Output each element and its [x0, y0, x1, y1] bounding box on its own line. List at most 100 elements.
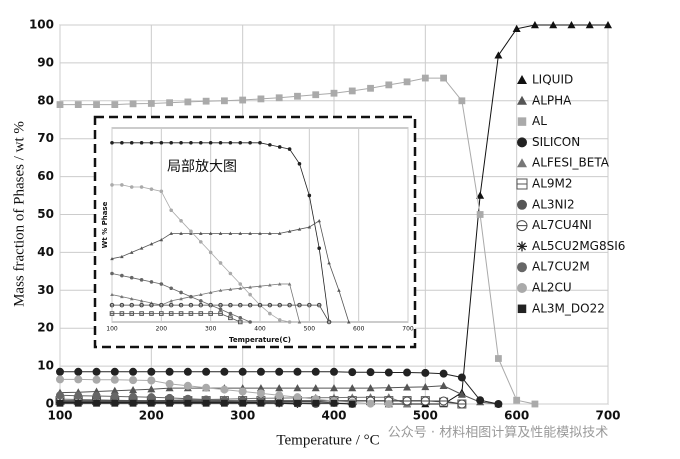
data-point: [476, 211, 484, 218]
y-tick-label: 30: [37, 283, 54, 297]
data-point: [129, 367, 138, 376]
data-point: [188, 311, 194, 316]
data-point: [403, 383, 412, 391]
data-point: [268, 311, 272, 316]
legend-label: AL3NI2: [532, 197, 575, 211]
data-point: [119, 302, 125, 308]
data-point: [256, 367, 265, 376]
data-point: [159, 311, 164, 316]
x-tick-label: 600: [353, 326, 365, 333]
legend-marker: [517, 137, 527, 148]
data-point: [257, 302, 263, 308]
legend-marker: [516, 178, 528, 190]
data-point: [275, 367, 284, 376]
data-point: [56, 391, 64, 400]
data-point: [202, 97, 210, 105]
data-point: [238, 231, 243, 235]
data-point: [287, 302, 292, 308]
legend-marker: [517, 283, 527, 293]
data-point: [220, 385, 229, 394]
data-point: [189, 140, 193, 145]
data-point: [149, 280, 154, 284]
inset-x-label: Temperature(C): [229, 336, 291, 344]
data-point: [531, 400, 539, 408]
data-point: [109, 302, 115, 308]
inset-title: 局部放大图: [167, 159, 237, 175]
data-point: [268, 143, 272, 147]
data-point: [402, 396, 412, 406]
data-point: [275, 94, 283, 102]
data-point: [348, 368, 357, 377]
data-point: [189, 231, 193, 235]
y-tick-label: 60: [37, 169, 54, 183]
data-point: [366, 384, 375, 392]
legend-label: AL7CU4NI: [532, 218, 592, 232]
data-point: [208, 231, 213, 235]
data-point: [277, 302, 283, 308]
data-point: [179, 297, 183, 301]
data-point: [129, 392, 138, 401]
data-point: [239, 96, 247, 104]
data-point: [440, 74, 447, 82]
data-point: [421, 382, 430, 391]
data-point: [129, 275, 134, 280]
data-point: [56, 367, 64, 376]
data-point: [312, 91, 320, 99]
data-point: [268, 283, 272, 287]
data-point: [307, 302, 312, 308]
data-point: [457, 390, 466, 398]
data-point: [111, 101, 119, 108]
data-point: [317, 246, 322, 250]
data-point: [139, 140, 144, 145]
data-point: [198, 311, 204, 316]
x-tick-label: 100: [47, 409, 72, 423]
y-tick-label: 70: [37, 131, 54, 145]
data-point: [512, 24, 521, 32]
data-point: [159, 237, 164, 242]
x-tick-label: 500: [413, 409, 438, 423]
data-point: [120, 254, 124, 259]
legend-marker: [517, 75, 527, 84]
data-point: [330, 89, 338, 97]
data-point: [348, 384, 357, 392]
legend-label: AL2CU: [532, 281, 572, 295]
data-point: [567, 21, 576, 29]
data-point: [228, 231, 233, 235]
data-point: [257, 95, 265, 103]
data-point: [199, 299, 203, 303]
data-point: [330, 367, 338, 376]
data-point: [110, 140, 114, 145]
data-point: [366, 368, 375, 377]
x-tick-label: 700: [402, 326, 414, 333]
data-point: [129, 185, 134, 189]
x-axis-label: Temperature / °C: [276, 432, 379, 448]
data-point: [293, 367, 302, 376]
data-point: [238, 387, 247, 396]
data-point: [110, 386, 119, 394]
data-point: [109, 311, 115, 316]
data-point: [188, 302, 194, 308]
data-point: [248, 292, 252, 297]
legend-label: AL: [532, 114, 547, 128]
legend-marker: [517, 117, 527, 126]
y-tick-label: 80: [37, 93, 54, 107]
data-point: [248, 231, 252, 235]
x-tick-label: 200: [139, 409, 164, 423]
legend-marker: [517, 304, 527, 314]
data-point: [199, 231, 203, 235]
data-point: [149, 302, 154, 308]
data-point: [228, 287, 233, 291]
data-point: [110, 292, 114, 297]
data-point: [189, 294, 193, 299]
data-point: [311, 367, 320, 376]
data-point: [348, 87, 356, 95]
data-point: [330, 384, 338, 392]
data-point: [92, 367, 101, 376]
x-tick-label: 300: [205, 326, 217, 333]
x-tick-label: 400: [321, 409, 346, 423]
data-point: [93, 399, 100, 407]
legend-label: AL9M2: [532, 177, 573, 191]
data-point: [248, 140, 252, 145]
data-point: [237, 319, 243, 325]
data-point: [238, 286, 243, 290]
